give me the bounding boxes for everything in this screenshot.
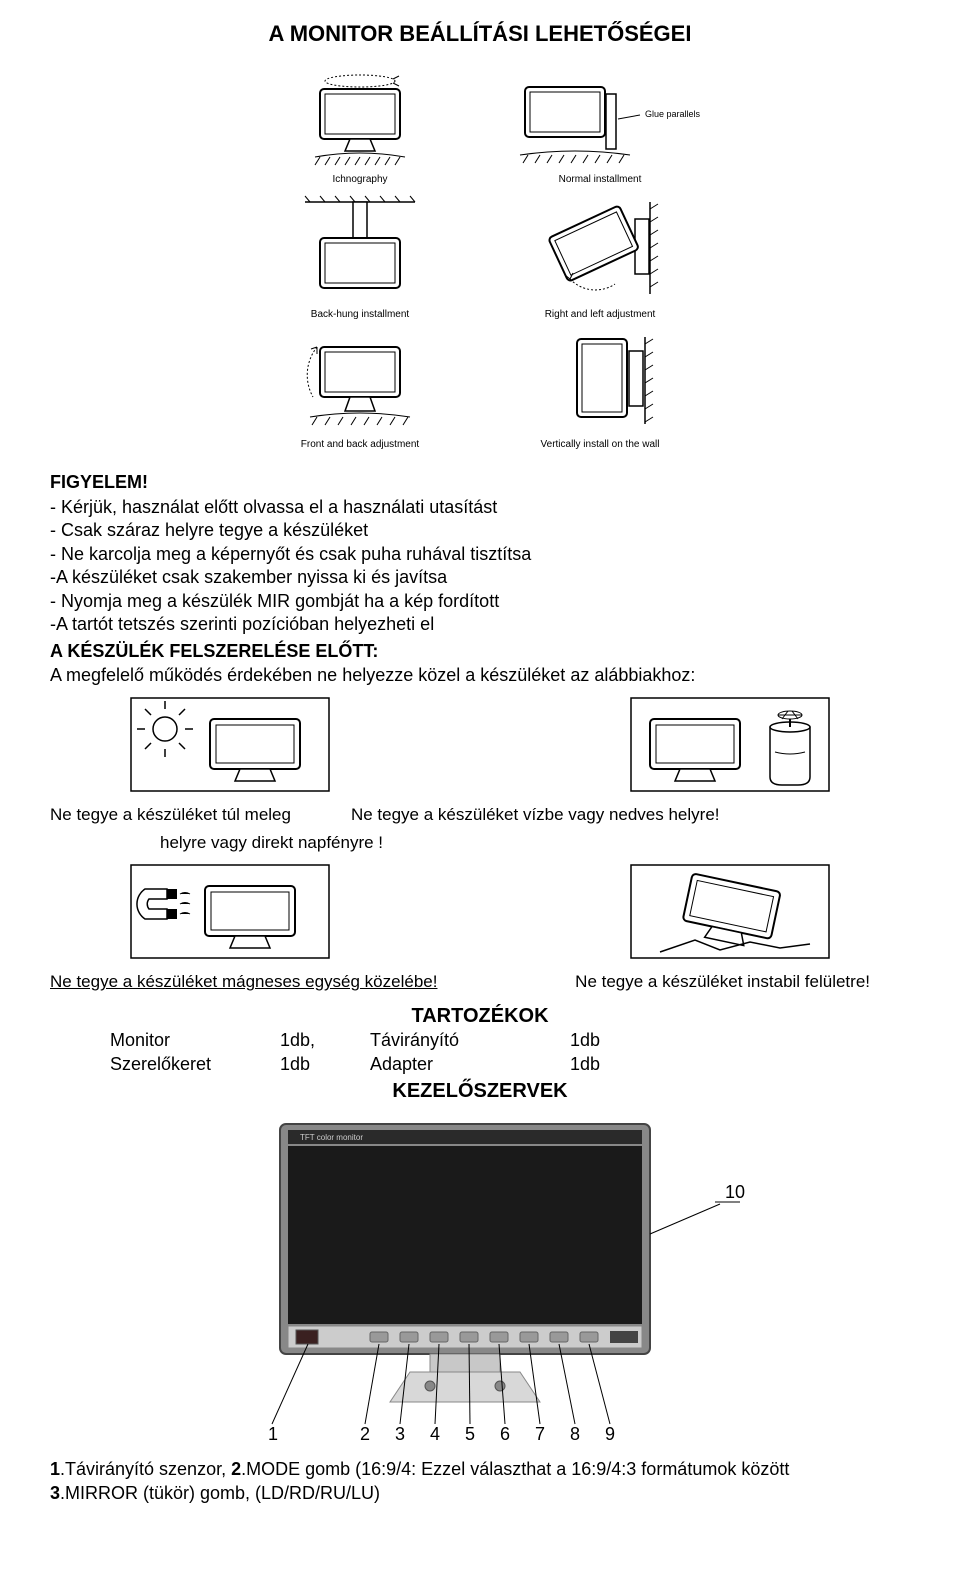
acc-tavir-label: Távirányító bbox=[370, 1029, 570, 1052]
acc-row-2: Szerelőkeret 1db Adapter 1db bbox=[110, 1053, 910, 1076]
label-10: 10 bbox=[725, 1182, 745, 1202]
warning-row-1 bbox=[130, 697, 830, 792]
warning-row-2 bbox=[130, 864, 830, 959]
label-6: 6 bbox=[500, 1424, 510, 1444]
caption-backhung: Back-hung installment bbox=[311, 308, 409, 321]
label-1: 1 bbox=[268, 1424, 278, 1444]
footer-num-3: 3 bbox=[50, 1483, 60, 1503]
warn-text-1b: helyre vagy direkt napfényre ! bbox=[160, 832, 910, 854]
diagram-rightleft: Right and left adjustment bbox=[490, 194, 710, 321]
felszereles-intro: A megfelelő működés érdekében ne helyezz… bbox=[50, 664, 910, 687]
footer-text-1b: .MODE gomb (16:9/4: Ezzel választhat a 1… bbox=[241, 1459, 789, 1479]
caption-rightleft: Right and left adjustment bbox=[545, 308, 656, 321]
bullet-item: - Ne karcolja meg a képernyőt és csak pu… bbox=[50, 543, 910, 566]
accessories-heading: TARTOZÉKOK bbox=[50, 1003, 910, 1029]
label-4: 4 bbox=[430, 1424, 440, 1444]
footer-list: 1.Távirányító szenzor, 2.MODE gomb (16:9… bbox=[50, 1458, 910, 1505]
bullet-item: -A készüléket csak szakember nyissa ki é… bbox=[50, 566, 910, 589]
label-3: 3 bbox=[395, 1424, 405, 1444]
acc-adapter-qty: 1db bbox=[570, 1053, 650, 1076]
bullet-item: - Nyomja meg a készülék MIR gombját ha a… bbox=[50, 590, 910, 613]
footer-line-1: 1.Távirányító szenzor, 2.MODE gomb (16:9… bbox=[50, 1458, 910, 1481]
diagram-backhung: Back-hung installment bbox=[250, 194, 470, 321]
caption-normal: Normal installment bbox=[559, 173, 642, 186]
acc-row-1: Monitor 1db, Távirányító 1db bbox=[110, 1029, 910, 1052]
label-5: 5 bbox=[465, 1424, 475, 1444]
warn-water bbox=[630, 697, 830, 792]
bullet-list: - Kérjük, használat előtt olvassa el a h… bbox=[50, 496, 910, 636]
acc-szerelo-label: Szerelőkeret bbox=[110, 1053, 280, 1076]
caption-ichnography: Ichnography bbox=[332, 173, 387, 186]
caption-vertical: Vertically install on the wall bbox=[541, 438, 660, 451]
acc-monitor-label: Monitor bbox=[110, 1029, 280, 1052]
install-diagrams: Ichnography Glue parallels Normal instal… bbox=[250, 69, 710, 451]
monitor-figure: TFT color monitor 10 bbox=[200, 1114, 760, 1444]
footer-text-2: .MIRROR (tükör) gomb, (LD/RD/RU/LU) bbox=[60, 1483, 380, 1503]
diagram-frontback: Front and back adjustment bbox=[250, 329, 470, 451]
diagram-vertical: Vertically install on the wall bbox=[490, 329, 710, 451]
controls-heading: KEZELŐSZERVEK bbox=[50, 1078, 910, 1104]
warn-sun bbox=[130, 697, 330, 792]
diagram-ichnography: Ichnography bbox=[250, 69, 470, 186]
caption-frontback: Front and back adjustment bbox=[301, 438, 419, 451]
svg-text:TFT color monitor: TFT color monitor bbox=[300, 1133, 363, 1142]
footer-text-1a: .Távirányító szenzor, bbox=[60, 1459, 231, 1479]
label-2: 2 bbox=[360, 1424, 370, 1444]
warning-heading: FIGYELEM! bbox=[50, 471, 910, 494]
caption-glue: Glue parallels bbox=[645, 109, 700, 119]
warn-text-3: Ne tegye a készüléket mágneses egység kö… bbox=[50, 971, 437, 993]
label-8: 8 bbox=[570, 1424, 580, 1444]
warn-magnet bbox=[130, 864, 330, 959]
acc-tavir-qty: 1db bbox=[570, 1029, 650, 1052]
label-7: 7 bbox=[535, 1424, 545, 1444]
bullet-item: - Csak száraz helyre tegye a készüléket bbox=[50, 519, 910, 542]
footer-num-2: 2 bbox=[231, 1459, 241, 1479]
label-9: 9 bbox=[605, 1424, 615, 1444]
bullet-item: -A tartót tetszés szerinti pozícióban he… bbox=[50, 613, 910, 636]
footer-line-2: 3.MIRROR (tükör) gomb, (LD/RD/RU/LU) bbox=[50, 1482, 910, 1505]
page-title: A MONITOR BEÁLLÍTÁSI LEHETŐSÉGEI bbox=[50, 20, 910, 49]
warn-unstable bbox=[630, 864, 830, 959]
footer-num-1: 1 bbox=[50, 1459, 60, 1479]
acc-adapter-label: Adapter bbox=[370, 1053, 570, 1076]
bullet-item: - Kérjük, használat előtt olvassa el a h… bbox=[50, 496, 910, 519]
warn-text-2: Ne tegye a készüléket vízbe vagy nedves … bbox=[351, 804, 720, 826]
diagram-normal: Glue parallels Normal installment bbox=[490, 69, 710, 186]
acc-szerelo-qty: 1db bbox=[280, 1053, 370, 1076]
felszereles-heading: A KÉSZÜLÉK FELSZERELÉSE ELŐTT: bbox=[50, 640, 910, 663]
warn-text-1a: Ne tegye a készüléket túl meleg bbox=[50, 804, 291, 826]
warn-text-4: Ne tegye a készüléket instabil felületre… bbox=[575, 971, 870, 993]
acc-monitor-qty: 1db, bbox=[280, 1029, 370, 1052]
